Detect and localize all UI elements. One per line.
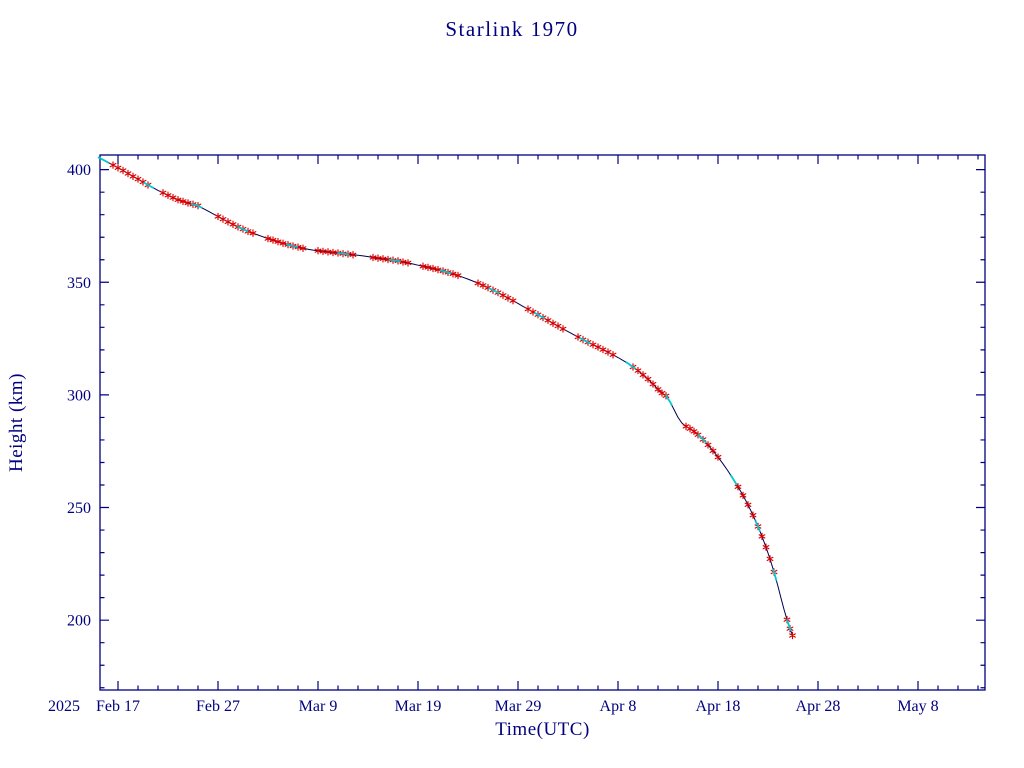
x-axis-label: Time(UTC) — [495, 719, 590, 740]
x-tick-label: Apr 8 — [600, 698, 637, 715]
x-axis-year-label: 2025 — [48, 698, 80, 715]
x-tick-label: Apr 28 — [796, 698, 841, 715]
x-tick-label: Apr 18 — [696, 698, 741, 715]
y-tick-label: 250 — [67, 500, 91, 517]
axis-ticks — [100, 155, 985, 690]
plot-frame — [99, 154, 986, 691]
y-tick-label: 350 — [67, 275, 91, 292]
x-tick-label: Feb 27 — [196, 698, 240, 715]
decay-line — [97, 156, 793, 636]
x-tick-label: Mar 29 — [495, 698, 542, 715]
chart-title: Starlink 1970 — [445, 17, 579, 41]
y-tick-label: 400 — [67, 162, 91, 179]
y-tick-label: 300 — [67, 387, 91, 404]
fit-line — [97, 156, 794, 636]
x-tick-label: Feb 17 — [96, 698, 140, 715]
y-tick-label: 200 — [67, 613, 91, 630]
x-tick-label: Mar 9 — [299, 698, 338, 715]
observation-markers — [109, 161, 796, 640]
x-tick-label: Mar 19 — [395, 698, 442, 715]
x-tick-label: May 8 — [897, 698, 938, 715]
